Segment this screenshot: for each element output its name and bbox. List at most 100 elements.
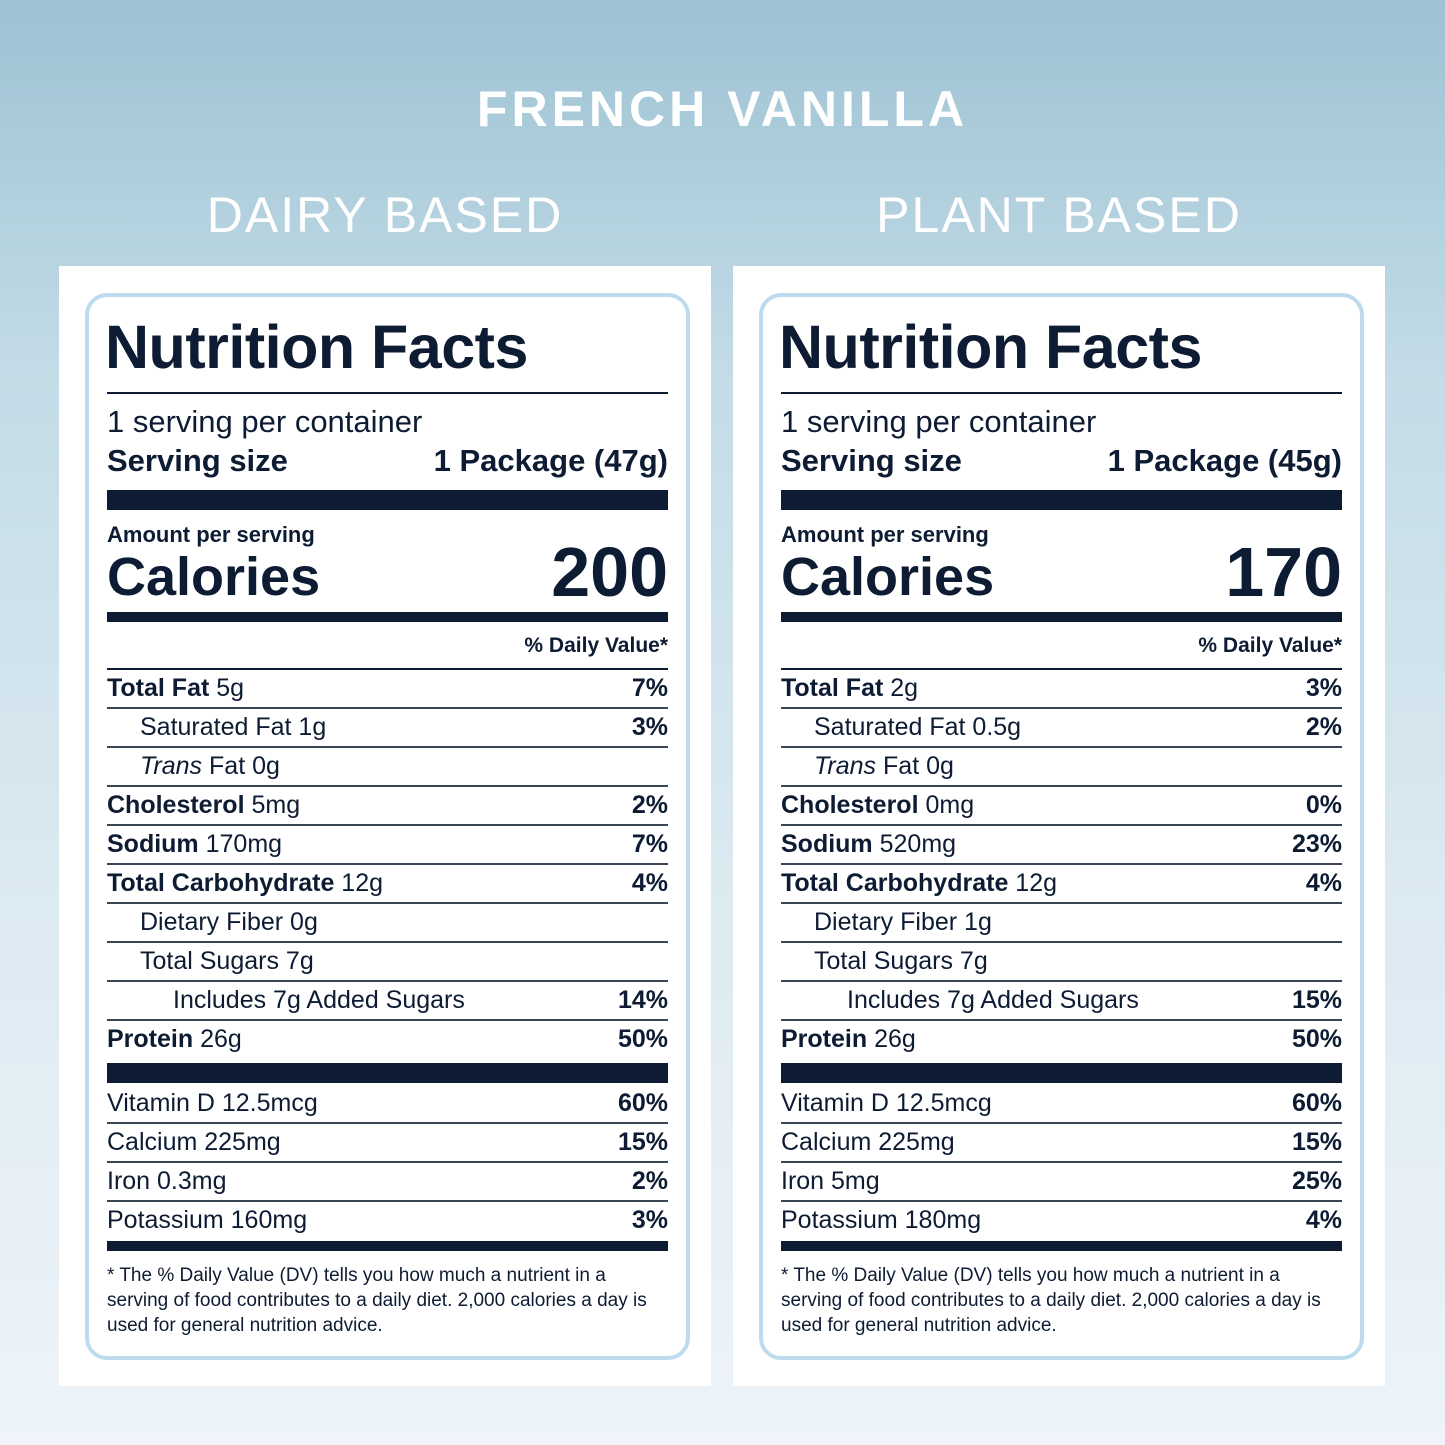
nutrient-row: Trans Fat 0g (107, 748, 668, 787)
nutrient-qualifier: Trans (140, 752, 203, 780)
daily-value: 60% (1291, 1089, 1342, 1117)
nutrient-row: Protein 26g 50% (107, 1021, 668, 1058)
nutrient-amount: 12g (341, 869, 384, 897)
label-frame (85, 293, 690, 1360)
nutrient-row: Saturated Fat 0.5g 2% (781, 709, 1342, 748)
thick-bar (781, 1063, 1342, 1083)
daily-value: 60% (617, 1089, 668, 1117)
nutrient-label: Total Sugars 7g (814, 943, 988, 980)
nutrient-amount: Iron 5mg (781, 1167, 880, 1195)
nutrient-row: Includes 7g Added Sugars 15% (781, 982, 1342, 1021)
nutrient-amount: 520mg (879, 830, 957, 858)
daily-value: 25% (1291, 1167, 1342, 1195)
daily-value: 4% (631, 869, 668, 897)
nutrient-row: Sodium 520mg 23% (781, 826, 1342, 865)
nutrient-label: Total Carbohydrate 12g (107, 865, 383, 902)
nutrient-amount: 5g (216, 674, 245, 702)
rule (781, 668, 1342, 670)
daily-value: 7% (631, 830, 668, 858)
nutrient-label: Saturated Fat 1g (140, 709, 326, 746)
nutrient-label: Dietary Fiber 1g (814, 904, 992, 941)
nutrient-name: Cholesterol (107, 791, 245, 819)
nutrient-amount: 12g (1015, 869, 1058, 897)
nutrient-amount: Saturated Fat 0.5g (814, 713, 1022, 741)
nutrient-amount: Fat 0g (209, 752, 280, 780)
column-heading: DAIRY BASED (206, 187, 564, 243)
footnote: * The % Daily Value (DV) tells you how m… (781, 1265, 1321, 1336)
thick-bar (781, 490, 1342, 510)
nutrient-label: Cholesterol 5mg (107, 787, 300, 824)
medium-bar (107, 1241, 668, 1251)
thick-bar (107, 1063, 668, 1083)
serving-size: 1 Package (47g) (433, 443, 668, 478)
serving-size-label: Serving size (107, 443, 288, 478)
nutrient-name: Total Fat (107, 674, 210, 702)
column-heading: PLANT BASED (876, 187, 1242, 243)
nutrient-name: Total Carbohydrate (107, 869, 335, 897)
label-panel: Nutrition Facts 1 serving per container Se… (59, 266, 711, 1386)
nutrient-row: Saturated Fat 1g 3% (107, 709, 668, 748)
label-title: Nutrition Facts (105, 313, 528, 381)
nutrient-label: Vitamin D 12.5mcg (107, 1085, 318, 1122)
nutrient-name: Sodium (781, 830, 873, 858)
daily-value: 3% (631, 1206, 668, 1234)
nutrient-label: Includes 7g Added Sugars (173, 982, 465, 1019)
nutrient-amount: Potassium 180mg (781, 1206, 982, 1234)
nutrient-amount: 170mg (205, 830, 283, 858)
daily-value: 50% (1291, 1025, 1342, 1053)
serving-size-label: Serving size (781, 443, 962, 478)
nutrient-amount: 26g (874, 1025, 916, 1053)
medium-bar (781, 612, 1342, 622)
nutrient-row: Dietary Fiber 1g (781, 904, 1342, 943)
nutrient-label: Sodium 520mg (781, 826, 956, 863)
nutrient-label: Total Sugars 7g (140, 943, 314, 980)
amount-label: Amount per serving (107, 522, 315, 547)
nutrient-row: Potassium 180mg 4% (781, 1202, 1342, 1239)
nutrient-label: Iron 5mg (781, 1163, 880, 1200)
nutrient-label: Trans Fat 0g (140, 748, 280, 785)
nutrient-label: Protein 26g (781, 1021, 916, 1058)
nutrient-amount: Saturated Fat 1g (140, 713, 327, 741)
nutrient-label: Includes 7g Added Sugars (847, 982, 1139, 1019)
servings: 1 serving per container (107, 404, 423, 439)
rule (107, 668, 668, 670)
calories-label: Calories (781, 547, 995, 607)
daily-value: 2% (1305, 713, 1342, 741)
nutrient-name: Total Fat (781, 674, 884, 702)
nutrient-name: Protein (107, 1025, 194, 1053)
nutrient-label: Cholesterol 0mg (781, 787, 974, 824)
rule (781, 392, 1342, 394)
nutrient-row: Total Carbohydrate 12g 4% (781, 865, 1342, 904)
label-frame (759, 293, 1364, 1360)
servings: 1 serving per container (781, 404, 1097, 439)
nutrient-name: Protein (781, 1025, 868, 1053)
medium-bar (781, 1241, 1342, 1251)
nutrient-amount: Includes 7g Added Sugars (173, 986, 465, 1014)
nutrient-label: Calcium 225mg (107, 1124, 281, 1161)
nutrient-label: Potassium 180mg (781, 1202, 981, 1239)
nutrient-row: Total Fat 2g 3% (781, 670, 1342, 709)
label-panel: Nutrition Facts 1 serving per container Se… (733, 266, 1385, 1386)
nutrient-amount: Calcium 225mg (781, 1128, 955, 1156)
daily-value: 3% (1305, 674, 1342, 702)
daily-value: 4% (1305, 869, 1342, 897)
nutrient-label: Total Fat 2g (781, 670, 918, 707)
nutrient-row: Total Sugars 7g (781, 943, 1342, 982)
nutrient-row: Cholesterol 5mg 2% (107, 787, 668, 826)
nutrient-amount: Includes 7g Added Sugars (847, 986, 1139, 1014)
serving-size: 1 Package (45g) (1107, 443, 1342, 478)
calories: 200 (551, 533, 668, 611)
nutrient-row: Total Fat 5g 7% (107, 670, 668, 709)
dv-header: % Daily Value* (1198, 634, 1342, 657)
thick-bar (107, 490, 668, 510)
nutrient-amount: 0mg (925, 791, 975, 819)
nutrient-row: Includes 7g Added Sugars 14% (107, 982, 668, 1021)
nutrient-label: Total Carbohydrate 12g (781, 865, 1057, 902)
nutrient-row: Calcium 225mg 15% (107, 1124, 668, 1163)
nutrient-row: Protein 26g 50% (781, 1021, 1342, 1058)
nutrient-row: Potassium 160mg 3% (107, 1202, 668, 1239)
nutrient-name: Cholesterol (781, 791, 919, 819)
nutrient-label: Potassium 160mg (107, 1202, 307, 1239)
nutrient-row: Iron 5mg 25% (781, 1163, 1342, 1202)
